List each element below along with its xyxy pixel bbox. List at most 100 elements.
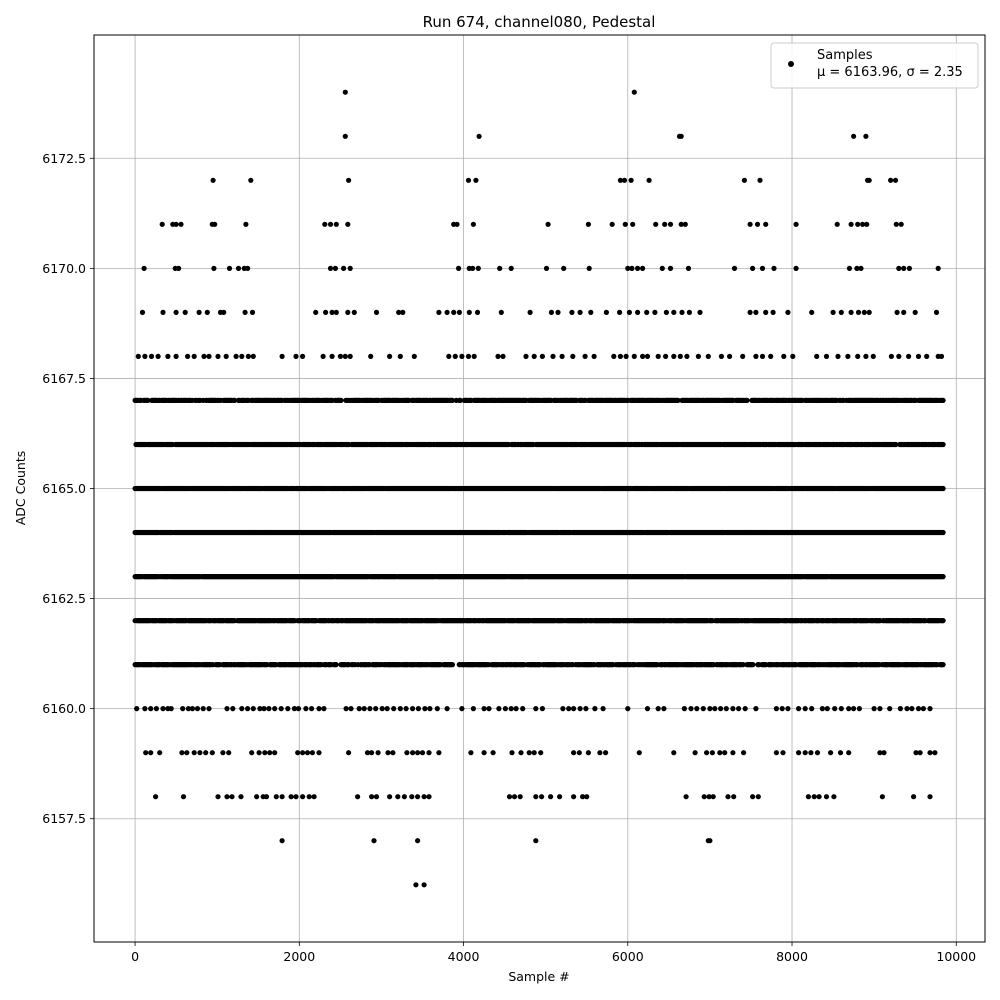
data-point [168, 706, 174, 712]
data-point [379, 706, 385, 712]
data-point [400, 309, 406, 315]
data-point [415, 706, 421, 712]
data-point [279, 838, 285, 844]
data-point [300, 794, 306, 800]
data-point [313, 309, 319, 315]
data-point [823, 353, 830, 359]
data-point [459, 706, 465, 712]
data-point [940, 397, 946, 403]
data-point [659, 265, 665, 271]
data-point [369, 794, 375, 800]
data-point [893, 441, 899, 448]
data-point [267, 750, 273, 756]
data-point [730, 706, 736, 712]
data-point [148, 750, 154, 756]
data-point [683, 794, 689, 800]
data-point [560, 706, 566, 712]
data-point [293, 794, 299, 800]
data-point [790, 353, 796, 359]
data-point [856, 706, 863, 712]
data-point [454, 221, 460, 227]
data-point [644, 353, 651, 359]
data-point [597, 750, 603, 756]
data-point [397, 353, 403, 359]
data-point [688, 706, 694, 712]
data-point [337, 353, 343, 359]
data-point [520, 706, 526, 712]
data-point [327, 221, 334, 227]
data-point [684, 353, 690, 359]
data-points [132, 89, 946, 888]
data-point [571, 750, 577, 756]
data-point [468, 750, 474, 756]
data-point [347, 265, 353, 271]
data-point [498, 309, 504, 315]
data-point [427, 706, 433, 712]
data-point [329, 309, 335, 315]
data-point [476, 133, 482, 139]
data-point [935, 265, 941, 271]
data-point [539, 706, 546, 712]
data-point [570, 353, 576, 359]
data-point [367, 706, 373, 712]
data-point [373, 706, 379, 712]
data-point [855, 221, 861, 227]
data-point [631, 353, 637, 359]
data-point [685, 265, 692, 271]
data-point [303, 706, 309, 712]
data-point [185, 706, 191, 712]
data-point [894, 309, 900, 315]
data-point [548, 309, 555, 315]
data-point [506, 794, 513, 800]
data-point [892, 177, 899, 183]
data-point [830, 309, 836, 315]
data-point [239, 353, 245, 359]
data-point [628, 177, 634, 183]
data-point [591, 353, 597, 359]
data-point [793, 221, 799, 227]
data-point [771, 265, 777, 271]
data-point [571, 794, 577, 800]
data-point [419, 750, 426, 756]
data-point [823, 794, 830, 800]
data-point [555, 309, 561, 315]
data-point [809, 706, 815, 712]
data-point [904, 706, 910, 712]
data-point [617, 353, 624, 359]
data-point [723, 706, 729, 712]
data-point [877, 706, 883, 712]
data-point [785, 706, 791, 712]
data-point [773, 706, 780, 712]
data-point [226, 265, 233, 271]
data-point [159, 221, 165, 227]
data-point [375, 750, 381, 756]
data-point [779, 706, 785, 712]
data-point [712, 706, 718, 712]
data-point [306, 794, 312, 800]
data-point [457, 397, 463, 403]
data-point [635, 309, 641, 315]
data-point [744, 397, 750, 403]
data-point [793, 265, 799, 271]
data-point [266, 706, 272, 712]
data-point [678, 133, 684, 139]
data-point [901, 265, 907, 271]
data-point [322, 221, 328, 227]
data-point [373, 309, 380, 315]
data-point [877, 750, 883, 756]
data-point [861, 309, 867, 315]
data-point [763, 221, 769, 227]
data-point [577, 706, 583, 712]
data-point [906, 265, 913, 271]
data-point [490, 750, 496, 756]
data-point [871, 706, 877, 712]
data-point [802, 706, 808, 712]
data-point [223, 353, 229, 359]
data-point [652, 309, 658, 315]
data-point [285, 706, 291, 712]
data-point [893, 221, 899, 227]
data-point [245, 265, 251, 271]
data-point [421, 882, 427, 888]
data-point [814, 750, 821, 756]
data-point [927, 706, 933, 712]
